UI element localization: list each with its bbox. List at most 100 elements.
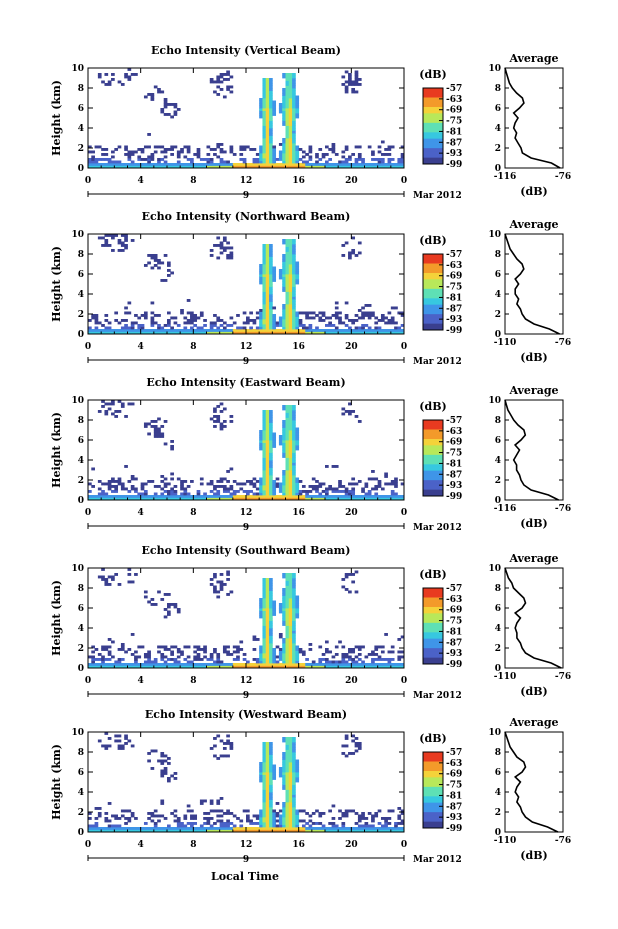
heatmap-cell [298, 158, 303, 161]
heatmap-cell [285, 135, 290, 139]
heatmap-cell [269, 797, 273, 800]
heatmap-cell [216, 78, 221, 81]
heatmap-cell [157, 829, 161, 833]
heatmap-cell [315, 331, 319, 335]
heatmap-cell [196, 653, 201, 656]
heatmap-cell [357, 829, 362, 833]
heatmap-cell [269, 274, 273, 277]
heatmap-cell [348, 412, 352, 416]
heatmap-cell [216, 405, 221, 408]
heatmap-cell [219, 324, 224, 327]
heatmap-cell [334, 165, 339, 169]
heatmap-cell [308, 490, 313, 493]
heatmap-cell [186, 163, 191, 166]
heatmap-cell [292, 118, 296, 121]
x-tick-label: 12 [240, 676, 253, 686]
heatmap-cell [338, 660, 342, 664]
heatmap-cell [325, 324, 329, 327]
heatmap-cell [315, 809, 319, 813]
heatmap-cell [371, 663, 375, 666]
heatmap-cell [173, 827, 178, 830]
heatmap-cell [216, 145, 221, 149]
heatmap-cell [265, 764, 270, 768]
heatmap-cell [295, 487, 300, 491]
heatmap-cell [265, 140, 270, 144]
heatmap-cell [216, 829, 221, 833]
heatmap-cell [117, 145, 122, 149]
heatmap-cell [282, 452, 286, 456]
heatmap-cell [213, 324, 217, 327]
heatmap-cell [216, 165, 221, 169]
heatmap-cell [292, 819, 296, 823]
colorbar: -57-63-69-75-81-87-93-99 [422, 250, 462, 336]
heatmap-cell [292, 598, 296, 601]
heatmap-cell [295, 326, 300, 330]
heatmap-cell [361, 824, 365, 828]
heatmap-cell [127, 158, 132, 161]
heatmap-cell [361, 324, 365, 327]
heatmap-cell [252, 822, 257, 825]
heatmap-cell [137, 645, 142, 649]
heatmap-cell [111, 814, 115, 818]
heatmap-cell [262, 630, 267, 634]
heatmap-cell [101, 829, 105, 833]
heatmap-cell [265, 120, 270, 124]
heatmap-cell [371, 158, 375, 161]
heatmap-cell [338, 817, 342, 820]
heatmap-cell [107, 480, 112, 483]
heatmap-cell [160, 145, 165, 149]
heatmap-cell [91, 829, 95, 833]
heatmap-cell [120, 829, 125, 833]
heatmap-cell [351, 90, 356, 94]
heatmap-cell [167, 593, 171, 596]
heatmap-cell [265, 256, 270, 260]
heatmap-cell [114, 234, 119, 237]
heatmap-cell [117, 744, 122, 748]
profile-x-tick-label: -76 [555, 338, 571, 348]
x-tick-label: 20 [345, 508, 358, 518]
heatmap-cell [114, 829, 119, 833]
heatmap-cell [262, 244, 267, 247]
heatmap-cell [367, 492, 372, 496]
heatmap-cell [265, 274, 270, 277]
heatmap-cell [167, 605, 171, 609]
heatmap-cell [160, 829, 165, 833]
heatmap-cell [101, 236, 105, 240]
heatmap-cell [282, 804, 286, 808]
heatmap-cell [292, 774, 296, 778]
x-tick-label: 0 [85, 840, 91, 850]
colorbar-swatch [423, 119, 443, 124]
heatmap-cell [292, 422, 296, 426]
heatmap-cell [348, 663, 352, 666]
heatmap-cell [292, 784, 296, 788]
heatmap-cell [321, 155, 326, 159]
heatmap-cell [374, 492, 379, 496]
heatmap-cell [203, 163, 207, 166]
heatmap-cell [288, 782, 293, 785]
heatmap-cell [384, 321, 388, 325]
heatmap-cell [262, 460, 267, 463]
heatmap-cell [97, 653, 102, 656]
heatmap-cell [371, 477, 375, 481]
heatmap-cell [282, 279, 286, 282]
heatmap-cell [262, 155, 267, 159]
x-tick-label: 16 [292, 840, 305, 850]
heatmap-cell [288, 754, 293, 758]
heatmap-cell [143, 482, 148, 486]
heatmap-cell [222, 73, 227, 76]
heatmap-cell [288, 90, 293, 94]
heatmap-cell [292, 593, 296, 596]
heatmap-cell [311, 660, 316, 664]
colorbar-swatch [423, 632, 443, 636]
heatmap-cell [163, 497, 168, 501]
heatmap-cell [203, 655, 207, 659]
heatmap-cell [170, 497, 174, 501]
heatmap-cell [173, 103, 178, 106]
profile-y-tick-label: 2 [495, 144, 501, 154]
heatmap-cell [167, 331, 171, 335]
heatmap-cell [226, 73, 230, 76]
heatmap-cell [153, 822, 158, 825]
heatmap-cell [278, 271, 283, 275]
heatmap-cell [278, 440, 283, 443]
heatmap-cell [292, 460, 296, 463]
